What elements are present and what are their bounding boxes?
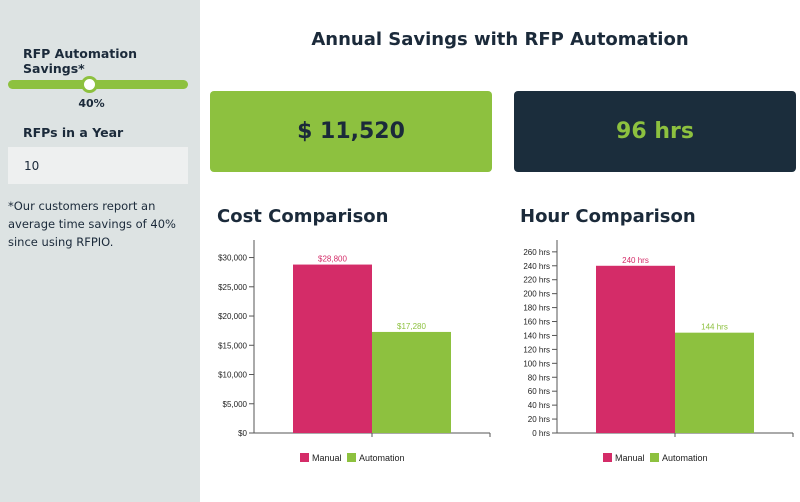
legend-swatch — [650, 453, 659, 462]
y-tick-label: 60 hrs — [528, 387, 550, 396]
hour-savings-value: 96 hrs — [616, 119, 694, 144]
cost-chart: $0 $5,000 $10,000 $15,000 $20,000 $25,000 $30,… — [218, 240, 491, 463]
y-tick-label: $10,000 — [218, 371, 247, 380]
y-tick-label: 180 hrs — [523, 304, 550, 313]
data-label: $17,280 — [397, 322, 426, 331]
y-tick-label: $0 — [238, 429, 247, 438]
y-tick-label: 240 hrs — [523, 262, 550, 271]
bar-manual — [293, 264, 372, 433]
sidebar: RFP Automation Savings* 40% RFPs in a Ye… — [0, 0, 200, 502]
rfps-label: RFPs in a Year — [23, 125, 124, 140]
rfps-input[interactable] — [8, 147, 188, 184]
y-tick-label: 80 hrs — [528, 373, 550, 382]
savings-note: *Our customers report an average time sa… — [8, 199, 176, 249]
hour-savings-card: 96 hrs — [514, 91, 796, 172]
savings-slider[interactable] — [8, 76, 188, 93]
y-tick-label: 20 hrs — [528, 415, 550, 424]
data-label: 144 hrs — [701, 323, 728, 332]
y-tick-label: 100 hrs — [523, 359, 550, 368]
bar-automation — [675, 332, 754, 433]
bar-automation — [372, 331, 451, 433]
y-tick-label: 40 hrs — [528, 401, 550, 410]
y-tick-label: 200 hrs — [523, 290, 550, 299]
y-tick-label: $20,000 — [218, 312, 247, 321]
bar-manual — [596, 265, 675, 433]
legend-swatch — [300, 453, 309, 462]
y-tick-label: $30,000 — [218, 254, 247, 263]
legend-label: Automation — [662, 453, 708, 463]
savings-value: 40% — [78, 97, 105, 110]
savings-label: RFP Automation Savings* — [23, 46, 138, 76]
hour-chart: 0 hrs 20 hrs 40 hrs 60 hrs 80 hrs 100 hrs 120 … — [523, 240, 794, 463]
legend-label: Manual — [312, 453, 342, 463]
y-tick-label: 220 hrs — [523, 276, 550, 285]
y-tick-label: 260 hrs — [523, 248, 550, 257]
hour-chart-title: Hour Comparison — [520, 206, 696, 227]
legend-label: Manual — [615, 453, 645, 463]
legend-swatch — [347, 453, 356, 462]
data-label: $28,800 — [318, 255, 347, 264]
cost-chart-title: Cost Comparison — [217, 206, 389, 227]
legend-label: Automation — [359, 453, 405, 463]
y-tick-label: $25,000 — [218, 283, 247, 292]
data-label: 240 hrs — [622, 256, 649, 265]
y-tick-label: 160 hrs — [523, 318, 550, 327]
y-tick-label: 140 hrs — [523, 331, 550, 340]
cost-savings-value: $ 11,520 — [297, 119, 405, 144]
y-tick-label: $15,000 — [218, 341, 247, 350]
slider-handle[interactable] — [81, 76, 98, 93]
y-tick-label: $5,000 — [223, 400, 248, 409]
page-title: Annual Savings with RFP Automation — [311, 29, 689, 50]
legend-swatch — [603, 453, 612, 462]
y-tick-label: 0 hrs — [532, 429, 550, 438]
y-tick-label: 120 hrs — [523, 345, 550, 354]
cost-savings-card: $ 11,520 — [210, 91, 492, 172]
